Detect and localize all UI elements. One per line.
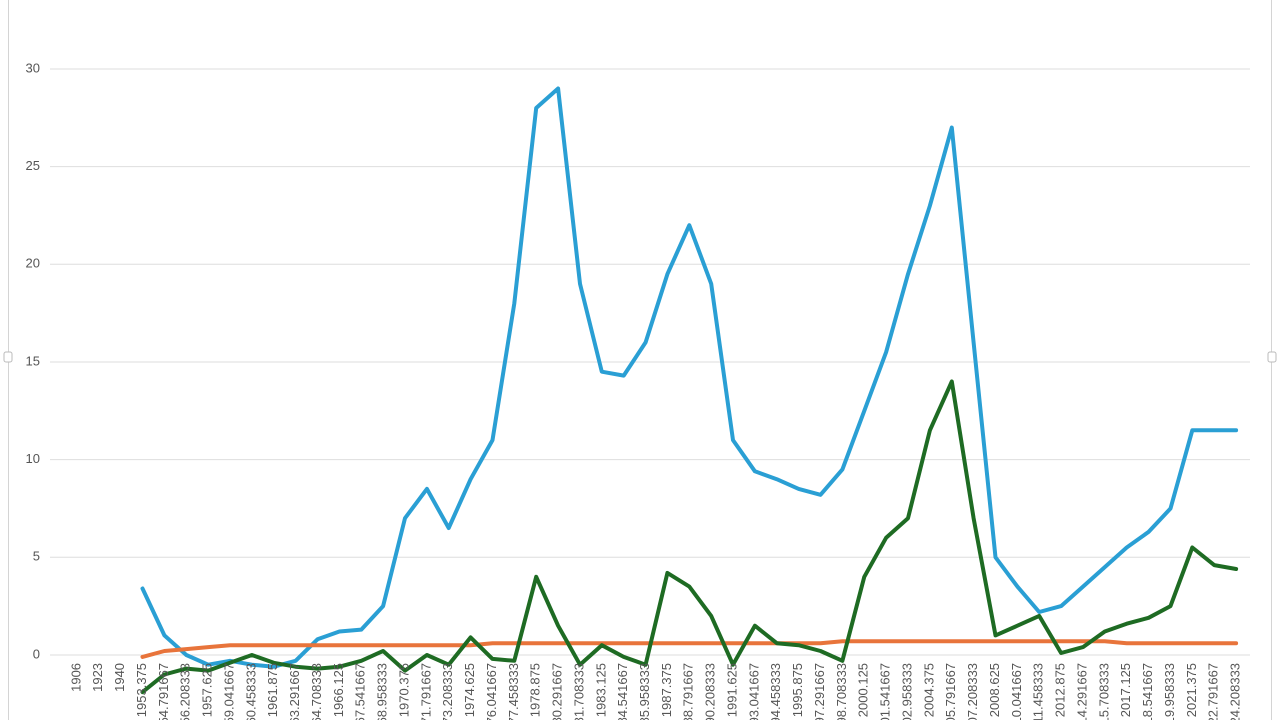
x-tick-label: 1976.041667 bbox=[484, 663, 499, 720]
x-tick-label: 2012.875 bbox=[1053, 663, 1068, 717]
x-tick-label: 1956.208333 bbox=[178, 663, 193, 720]
x-tick-label: 1971.791667 bbox=[418, 663, 433, 720]
x-tick-label: 1981.708333 bbox=[571, 663, 586, 720]
y-tick-label: 5 bbox=[33, 549, 40, 564]
x-tick-label: 1963.291667 bbox=[287, 663, 302, 720]
x-tick-label: 2017.125 bbox=[1118, 663, 1133, 717]
x-tick-label: 1966.125 bbox=[331, 663, 346, 717]
x-tick-label: 2000.125 bbox=[856, 663, 871, 717]
y-tick-label: 15 bbox=[26, 353, 40, 368]
x-tick-label: 2008.625 bbox=[987, 663, 1002, 717]
line-series bbox=[140, 86, 1239, 669]
x-tick-label: 2014.291667 bbox=[1074, 663, 1089, 720]
x-tick-label: 1968.958333 bbox=[375, 663, 390, 720]
x-tick-label: 1957.625 bbox=[200, 663, 215, 717]
x-tick-label: 1960.458333 bbox=[243, 663, 258, 720]
line-series bbox=[140, 379, 1239, 695]
x-tick-label: 1991.625 bbox=[724, 663, 739, 717]
x-tick-label: 1970.375 bbox=[396, 663, 411, 717]
x-tick-label: 1995.875 bbox=[790, 663, 805, 717]
x-tick-label: 2007.208333 bbox=[965, 663, 980, 720]
x-tick-label: 2005.791667 bbox=[943, 663, 958, 720]
x-tick-label: 1967.541667 bbox=[353, 663, 368, 720]
x-tick-label: 1980.291667 bbox=[550, 663, 565, 720]
x-tick-label: 1983.125 bbox=[593, 663, 608, 717]
x-tick-label: 2022.791667 bbox=[1206, 663, 1221, 720]
y-tick-label: 0 bbox=[33, 646, 40, 661]
x-tick-label: 1906 bbox=[68, 663, 83, 692]
x-tick-label: 1990.208333 bbox=[703, 663, 718, 720]
x-tick-label: 2024.208333 bbox=[1228, 663, 1243, 720]
x-tick-label: 1954.791667 bbox=[156, 663, 171, 720]
x-tick-label: 1940 bbox=[112, 663, 127, 692]
resize-handle[interactable] bbox=[1267, 351, 1277, 363]
x-tick-label: 1964.708333 bbox=[309, 663, 324, 720]
x-tick-label: 2018.541667 bbox=[1140, 663, 1155, 720]
resize-handle[interactable] bbox=[3, 351, 13, 363]
x-tick-label: 1994.458333 bbox=[768, 663, 783, 720]
x-tick-label: 1923 bbox=[90, 663, 105, 692]
x-tick-label: 2021.375 bbox=[1184, 663, 1199, 717]
y-tick-label: 20 bbox=[26, 256, 40, 271]
x-tick-label: 1993.041667 bbox=[746, 663, 761, 720]
y-tick-label: 25 bbox=[26, 158, 40, 173]
x-tick-label: 1953.375 bbox=[134, 663, 149, 717]
x-tick-label: 2001.541667 bbox=[878, 663, 893, 720]
x-tick-label: 1961.875 bbox=[265, 663, 280, 717]
x-tick-label: 1984.541667 bbox=[615, 663, 630, 720]
x-tick-label: 1998.708333 bbox=[834, 663, 849, 720]
y-tick-label: 10 bbox=[26, 451, 40, 466]
x-tick-label: 1977.458333 bbox=[506, 663, 521, 720]
x-tick-label: 1973.208333 bbox=[440, 663, 455, 720]
x-tick-label: 1988.791667 bbox=[681, 663, 696, 720]
x-tick-label: 1978.875 bbox=[528, 663, 543, 717]
x-tick-label: 2011.458333 bbox=[1031, 663, 1046, 720]
x-tick-label: 1997.291667 bbox=[812, 663, 827, 720]
x-tick-label: 2019.958333 bbox=[1162, 663, 1177, 720]
x-tick-label: 2004.375 bbox=[921, 663, 936, 717]
x-tick-label: 1974.625 bbox=[462, 663, 477, 717]
x-tick-label: 2002.958333 bbox=[899, 663, 914, 720]
x-tick-label: 1987.375 bbox=[659, 663, 674, 717]
x-tick-label: 1985.958333 bbox=[637, 663, 652, 720]
x-tick-label: 1959.041667 bbox=[221, 663, 236, 720]
x-tick-label: 2015.708333 bbox=[1096, 663, 1111, 720]
y-tick-label: 30 bbox=[26, 60, 40, 75]
x-tick-label: 2010.041667 bbox=[1009, 663, 1024, 720]
